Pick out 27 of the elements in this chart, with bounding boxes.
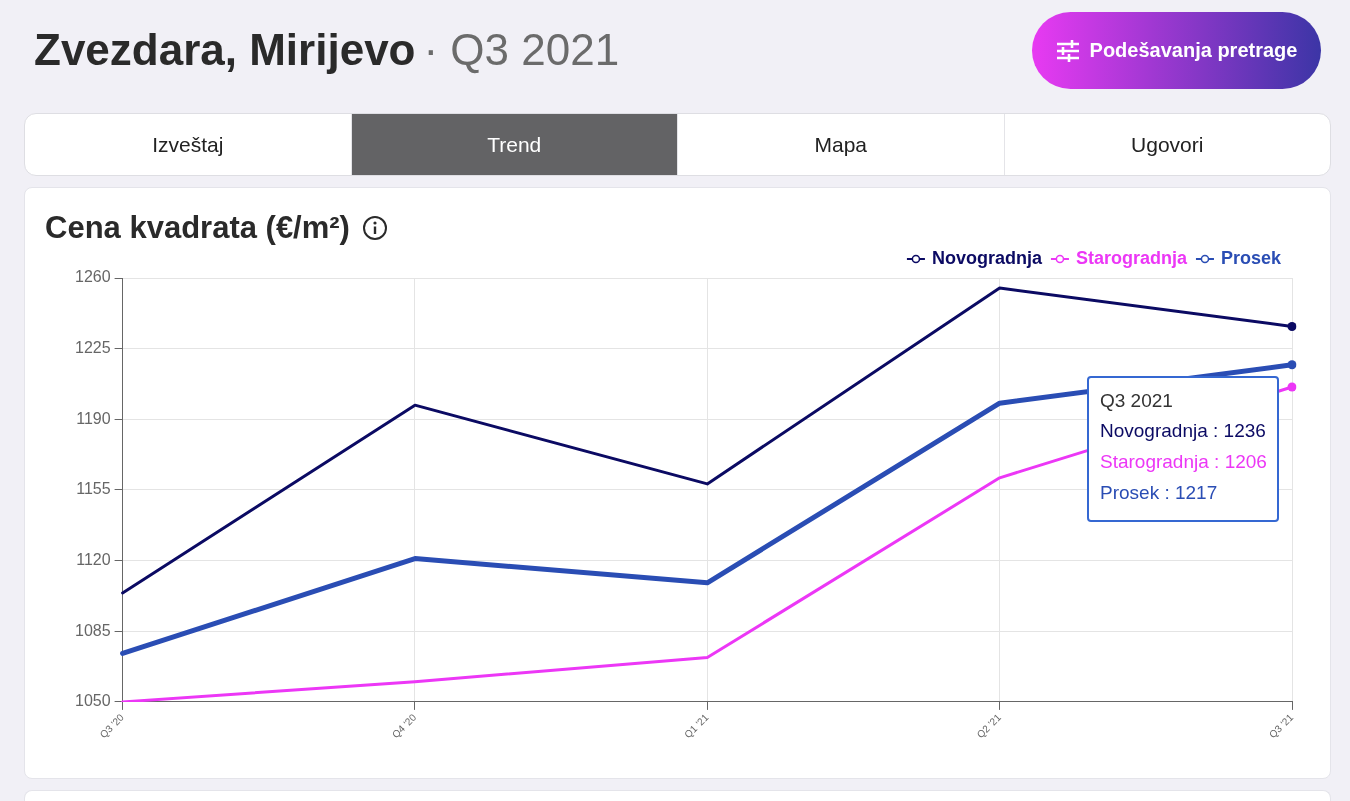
x-tick-label: Q1 '21 [682,711,711,741]
y-tick-label: 1085 [75,621,111,639]
y-tick-label: 1225 [75,339,111,357]
annotation: Prosek : 1217 [1100,481,1219,505]
x-tick-label: Q3 '20 [97,711,127,741]
tab[interactable]: Mapa [677,114,1004,175]
y-tick-label: 1050 [75,692,111,710]
y-tick-label: 1155 [76,480,111,498]
legend-label: Prosek [1220,247,1282,268]
x-tick-label: Q2 '21 [974,711,1004,741]
tab[interactable]: Izveštaj [25,114,351,175]
y-tick-label: 1260 [75,268,111,286]
x-tick-label: Q4 '20 [389,711,419,741]
search-settings-button[interactable]: Podešavanja pretrage [1032,12,1321,89]
tab[interactable]: Ugovori [1003,114,1330,175]
text: Zvezdara, Mirijevo [34,25,416,74]
y-tick-label: 1120 [76,551,111,569]
legend-label: Starogradnja [1075,247,1188,268]
annotation: Starogradnja : 1206 [1100,450,1267,474]
chart-title: Cena kvadrata (€/m²) [45,209,350,247]
legend-label: Novogradnja [931,247,1043,268]
text: · Q3 2021 [423,25,620,74]
annotation: Novogradnja : 1236 [1100,419,1266,443]
annotation: Q3 2021 [1100,389,1174,413]
x-tick-label: Q3 '21 [1266,711,1296,741]
y-tick-label: 1190 [76,409,111,427]
tab[interactable]: Trend [350,114,677,175]
